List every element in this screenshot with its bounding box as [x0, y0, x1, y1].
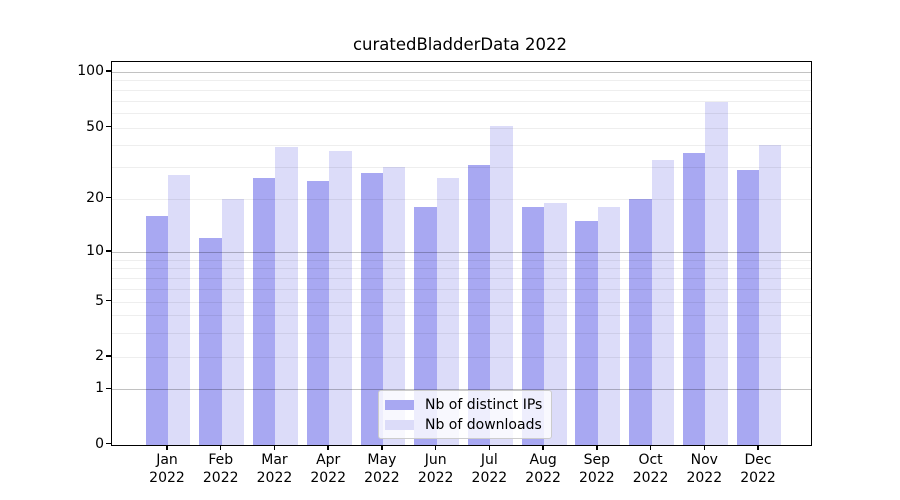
gridline-minor-2: [111, 356, 811, 358]
bar-downloads-jun: [436, 178, 460, 445]
y-tick-mark-100: [105, 70, 111, 72]
bar-distinct-ips-mar: [253, 178, 276, 445]
y-tick-label-2: 2: [95, 347, 104, 364]
y-tick-mark-1: [105, 387, 111, 389]
bar-distinct-ips-jun: [414, 206, 437, 445]
bar-downloads-aug: [544, 202, 567, 445]
legend-label-downloads: Nb of downloads: [425, 416, 542, 433]
legend-box: Nb of distinct IPs Nb of downloads: [378, 390, 553, 439]
gridline-minor-60: [111, 113, 811, 115]
legend-swatch-downloads: [385, 419, 414, 430]
y-tick-label-5: 5: [95, 292, 104, 309]
x-tick-mark-may: [381, 445, 383, 451]
legend-swatch-distinct-ips: [385, 399, 414, 410]
x-tick-label-sep: Sep 2022: [579, 452, 615, 486]
legend-entry-downloads: Nb of downloads: [385, 416, 542, 433]
gridline-minor-40: [111, 145, 811, 146]
legend-entry-distinct-ips: Nb of distinct IPs: [385, 396, 542, 413]
chart-title: curatedBladderData 2022: [352, 35, 568, 54]
y-tick-label-100: 100: [77, 62, 104, 79]
x-tick-label-mar: Mar 2022: [256, 452, 293, 486]
bar-downloads-mar: [275, 146, 298, 445]
bar-downloads-jan: [168, 175, 191, 445]
x-tick-mark-aug: [542, 445, 544, 451]
x-tick-label-nov: Nov 2022: [686, 452, 723, 486]
gridline-minor-6: [111, 288, 811, 290]
x-tick-mark-sep: [596, 445, 598, 451]
gridline-major-100: [111, 71, 811, 73]
bar-distinct-ips-apr: [306, 181, 330, 445]
bar-downloads-may: [382, 167, 406, 445]
bar-downloads-oct: [651, 159, 674, 445]
gridline-minor-70: [111, 100, 811, 102]
gridline-minor-8: [111, 267, 811, 269]
gridline-minor-50: [111, 127, 811, 129]
gridline-major-10: [111, 251, 811, 253]
gridline-major-1: [111, 389, 811, 391]
x-tick-label-aug: Aug 2022: [525, 452, 561, 486]
x-tick-mark-feb: [220, 445, 222, 451]
bar-downloads-sep: [597, 206, 621, 445]
bar-distinct-ips-sep: [575, 220, 598, 445]
gridline-minor-9: [111, 259, 811, 261]
y-tick-label-0: 0: [95, 435, 104, 452]
x-tick-label-apr: Apr 2022: [310, 452, 346, 486]
y-tick-label-20: 20: [86, 189, 104, 206]
gridline-minor-3: [111, 332, 811, 334]
bar-distinct-ips-aug: [521, 206, 545, 445]
gridline-minor-90: [111, 80, 811, 82]
bar-distinct-ips-nov: [682, 153, 706, 445]
x-tick-label-dec: Dec 2022: [740, 452, 776, 486]
plot-area: [110, 61, 812, 446]
y-tick-mark-0: [105, 442, 111, 445]
x-tick-mark-jul: [488, 445, 491, 451]
y-tick-mark-20: [105, 197, 111, 199]
x-tick-label-feb: Feb 2022: [202, 452, 239, 486]
bar-downloads-dec: [759, 145, 782, 445]
x-tick-mark-nov: [703, 445, 705, 451]
y-tick-mark-2: [105, 355, 111, 357]
gridline-minor-30: [111, 167, 811, 169]
x-tick-label-jun: Jun 2022: [417, 452, 454, 486]
gridline-minor-5: [111, 301, 811, 303]
bar-downloads-apr: [329, 151, 352, 445]
gridline-minor-7: [111, 277, 811, 279]
legend-label-distinct-ips: Nb of distinct IPs: [425, 396, 543, 413]
y-tick-label-10: 10: [86, 242, 104, 259]
bar-distinct-ips-may: [360, 172, 383, 445]
y-tick-label-1: 1: [95, 380, 104, 397]
bar-distinct-ips-jul: [467, 164, 491, 445]
x-tick-mark-dec: [757, 445, 759, 451]
x-tick-mark-jun: [434, 445, 437, 451]
bar-downloads-jul: [490, 126, 513, 445]
x-tick-mark-jan: [166, 445, 168, 451]
bar-distinct-ips-dec: [736, 169, 760, 445]
x-tick-mark-apr: [327, 445, 329, 451]
x-tick-label-jul: Jul 2022: [471, 452, 508, 486]
gridline-minor-4: [111, 315, 811, 317]
bar-downloads-nov: [705, 101, 728, 445]
x-tick-label-may: May 2022: [364, 452, 400, 486]
x-tick-mark-oct: [649, 445, 652, 451]
x-tick-label-oct: Oct 2022: [632, 452, 669, 486]
x-tick-label-jan: Jan 2022: [149, 452, 185, 486]
y-tick-label-50: 50: [86, 118, 104, 135]
gridline-minor-20: [111, 198, 811, 200]
bar-downloads-feb: [221, 198, 245, 445]
y-tick-mark-5: [105, 299, 111, 302]
bar-distinct-ips-jan: [145, 215, 168, 445]
gridline-minor-80: [111, 89, 811, 91]
x-tick-mark-mar: [273, 445, 276, 451]
y-tick-mark-10: [105, 250, 111, 252]
bar-distinct-ips-feb: [199, 237, 222, 445]
y-tick-mark-50: [105, 126, 111, 128]
bar-distinct-ips-oct: [629, 198, 652, 445]
